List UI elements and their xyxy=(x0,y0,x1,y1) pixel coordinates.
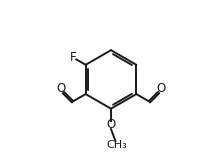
Text: CH₃: CH₃ xyxy=(107,140,127,150)
Text: F: F xyxy=(70,51,77,64)
Text: O: O xyxy=(106,118,116,131)
Text: O: O xyxy=(157,82,166,95)
Text: O: O xyxy=(56,82,65,95)
